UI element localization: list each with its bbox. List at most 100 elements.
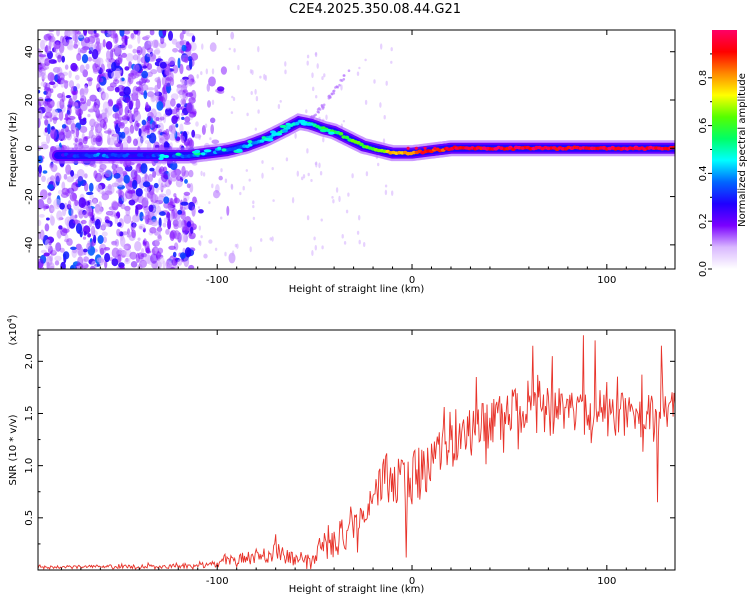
noise-speck [40,63,47,67]
noise-speck [177,259,183,266]
noise-speck [95,184,103,192]
noise-speck [65,188,71,197]
y-tick-label: 20 [24,94,35,107]
faint-speck [338,195,341,203]
faint-speck [224,251,227,257]
noise-speck [184,179,188,184]
faint-speck [307,172,310,177]
noise-speck [44,127,48,133]
noise-speck [115,164,119,169]
faint-speck [257,109,260,114]
noise-speck [38,89,41,94]
noise-speck [177,209,183,215]
noise-speck [46,217,50,221]
noise-speck [226,205,230,216]
noise-speck [181,116,185,120]
noise-speck [127,189,136,194]
noise-speck [64,129,72,139]
noise-speck [149,167,155,172]
x-tick-label: 100 [597,275,616,286]
noise-speck [132,48,137,54]
faint-speck [291,197,295,204]
noise-speck [136,81,143,85]
ridge-blob [194,149,201,153]
noise-speck [59,202,65,210]
faint-speck [313,236,316,241]
noise-speck [97,74,102,83]
noise-speck [104,260,108,269]
noise-speck [156,101,164,111]
noise-speck [80,219,87,225]
noise-speck [161,86,166,95]
noise-speck [109,49,114,60]
noise-speck [132,63,140,73]
noise-speck [208,239,213,244]
noise-speck [74,32,79,44]
noise-speck [74,199,79,206]
faint-speck [390,47,393,52]
faint-speck [218,192,221,196]
ridge-peak-dot [592,146,596,150]
ridge-peak-dot [466,146,470,150]
noise-speck [181,135,186,142]
noise-speck [86,99,91,107]
noise-speck [100,30,108,34]
faint-speck [294,132,297,139]
noise-speck [101,191,106,196]
noise-speck [171,115,178,124]
faint-speck [312,86,315,92]
noise-speck [176,86,183,95]
noise-speck [154,231,159,236]
ridge-peak-dot [414,146,418,150]
noise-speck [184,30,190,35]
noise-speck [124,258,131,265]
faint-speck [377,162,380,167]
ridge-peak-dot [647,146,651,150]
faint-speck [231,250,235,257]
noise-speck [88,219,93,228]
faint-speck [200,71,203,76]
noise-speck [79,98,85,102]
noise-speck [182,226,189,234]
faint-speck [321,76,324,81]
noise-speck [186,102,195,113]
noise-speck [53,40,61,50]
noise-speck [137,194,144,204]
noise-speck [142,240,146,245]
ridge-peak-dot [611,146,615,150]
noise-speck [191,129,196,138]
branch-speck [328,95,332,99]
ridge-blob [328,131,335,135]
faint-speck [254,127,257,131]
noise-speck [40,39,45,50]
noise-speck [111,61,117,72]
faint-speck [332,199,335,204]
noise-speck [70,170,75,177]
noise-speck [97,57,104,66]
noise-speck [144,140,150,144]
noise-speck [146,53,152,57]
faint-speck [311,72,314,79]
noise-speck [43,252,50,257]
faint-speck [341,233,344,239]
noise-speck [181,165,186,177]
faint-speck [391,190,394,196]
noise-speck [111,258,119,267]
noise-speck [171,258,178,266]
noise-speck [74,138,78,143]
noise-speck [107,134,111,145]
noise-speck [38,155,43,164]
noise-speck [91,49,99,60]
faint-speck [198,239,201,246]
noise-speck [139,180,145,189]
noise-speck [47,99,55,109]
noise-speck [163,196,170,204]
noise-speck [180,201,189,206]
noise-speck [120,203,126,210]
noise-speck [74,74,80,81]
faint-speck [252,200,255,205]
noise-speck [120,131,126,139]
noise-speck [42,170,48,174]
faint-speck [198,135,201,140]
